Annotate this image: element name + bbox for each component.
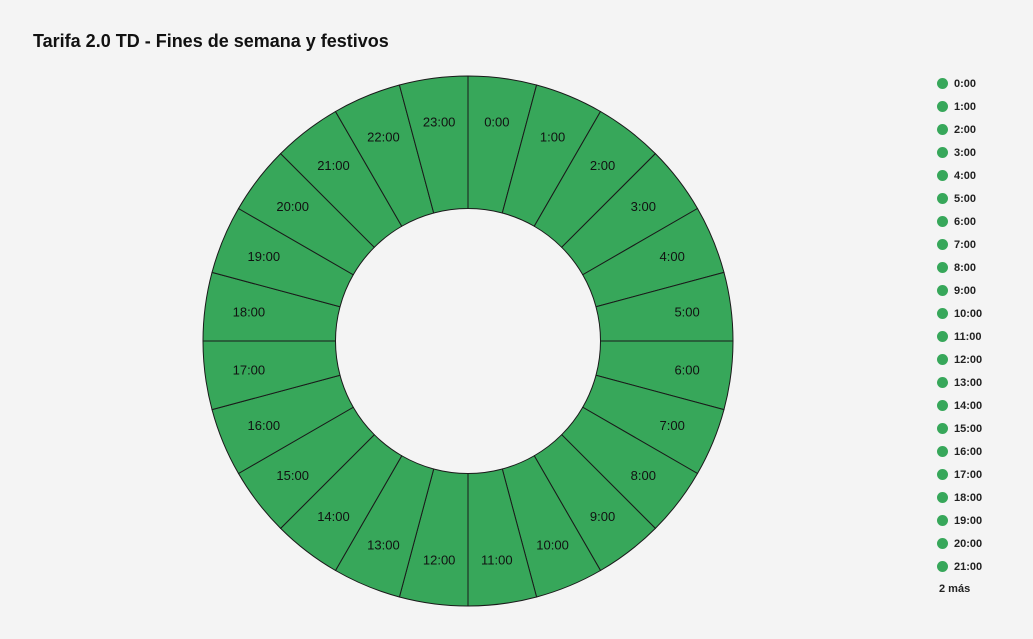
- legend-label: 20:00: [954, 537, 983, 550]
- legend-item-21:00[interactable]: 21:00: [936, 555, 982, 578]
- legend-label: 7:00: [954, 238, 977, 251]
- legend-label: 14:00: [954, 399, 983, 412]
- legend-label: 8:00: [954, 261, 977, 274]
- pie-slice-label: 22:00: [367, 129, 400, 144]
- legend-label: 16:00: [954, 445, 983, 458]
- legend-dot: [937, 101, 948, 112]
- legend-label: 17:00: [954, 468, 983, 481]
- pie-slice-label: 17:00: [233, 362, 266, 377]
- legend-item-6:00[interactable]: 6:00: [936, 210, 982, 233]
- pie-slice-label: 12:00: [423, 553, 456, 568]
- legend-item-10:00[interactable]: 10:00: [936, 302, 982, 325]
- legend-dot: [937, 193, 948, 204]
- legend-dot: [937, 331, 948, 342]
- pie-slice-label: 5:00: [674, 305, 699, 320]
- legend-item-12:00[interactable]: 12:00: [936, 348, 982, 371]
- legend-dot: [937, 515, 948, 526]
- legend-label: 1:00: [954, 100, 977, 113]
- pie-slice-23:00[interactable]: [398, 75, 469, 214]
- legend-label: 4:00: [954, 169, 977, 182]
- legend-dot: [937, 492, 948, 503]
- legend-dot: [937, 216, 948, 227]
- legend-dot: [937, 354, 948, 365]
- legend-item-17:00[interactable]: 17:00: [936, 463, 982, 486]
- pie-slice-label: 4:00: [660, 249, 685, 264]
- legend-item-0:00[interactable]: 0:00: [936, 72, 982, 95]
- legend-label: 10:00: [954, 307, 983, 320]
- legend-item-2:00[interactable]: 2:00: [936, 118, 982, 141]
- legend-item-16:00[interactable]: 16:00: [936, 440, 982, 463]
- legend-item-5:00[interactable]: 5:00: [936, 187, 982, 210]
- legend-label: 9:00: [954, 284, 977, 297]
- legend-label: 18:00: [954, 491, 983, 504]
- legend-item-15:00[interactable]: 15:00: [936, 417, 982, 440]
- legend-dot: [937, 538, 948, 549]
- pie-slice-label: 13:00: [367, 538, 400, 553]
- legend-label: 19:00: [954, 514, 983, 527]
- legend-label: 11:00: [954, 330, 982, 343]
- pie-slice-label: 19:00: [248, 249, 281, 264]
- legend-dot: [937, 78, 948, 89]
- pie-slice-label: 14:00: [317, 509, 350, 524]
- legend-item-19:00[interactable]: 19:00: [936, 509, 982, 532]
- pie-slice-label: 2:00: [590, 158, 615, 173]
- legend-item-20:00[interactable]: 20:00: [936, 532, 982, 555]
- pie-slice-label: 8:00: [631, 468, 656, 483]
- pie-slice-label: 21:00: [317, 158, 350, 173]
- legend-dot: [937, 124, 948, 135]
- legend-item-11:00[interactable]: 11:00: [936, 325, 982, 348]
- pie-slice-label: 11:00: [481, 553, 513, 568]
- legend-item-7:00[interactable]: 7:00: [936, 233, 982, 256]
- chart-legend: 0:00 1:00 2:00 3:00 4:00 5:00 6:00 7:00 8:00 9:00…: [936, 72, 982, 595]
- legend-label: 12:00: [954, 353, 983, 366]
- legend-more-label[interactable]: 2 más: [939, 583, 971, 595]
- legend-label: 21:00: [954, 560, 983, 573]
- pie-slice-label: 18:00: [233, 305, 266, 320]
- pie-slice-label: 6:00: [674, 362, 699, 377]
- legend-dot: [937, 377, 948, 388]
- legend-dot: [937, 423, 948, 434]
- pie-slice-label: 20:00: [276, 199, 309, 214]
- legend-dot: [937, 262, 948, 273]
- pie-slice-label: 0:00: [484, 114, 509, 129]
- pie-slice-label: 16:00: [248, 418, 281, 433]
- legend-dot: [937, 469, 948, 480]
- pie-slice-label: 15:00: [276, 468, 309, 483]
- legend-dot: [937, 239, 948, 250]
- legend-item-9:00[interactable]: 9:00: [936, 279, 982, 302]
- donut-chart: 0:00 1:00 2:00 3:00 4:00 5:00 6:00 7:00 8:00 9:00…: [202, 75, 734, 607]
- pie-slice-label: 1:00: [540, 129, 565, 144]
- legend-item-13:00[interactable]: 13:00: [936, 371, 982, 394]
- legend-item-8:00[interactable]: 8:00: [936, 256, 982, 279]
- legend-label: 0:00: [954, 77, 977, 90]
- legend-label: 3:00: [954, 146, 977, 159]
- legend-item-1:00[interactable]: 1:00: [936, 95, 982, 118]
- pie-slice-label: 3:00: [631, 199, 656, 214]
- chart-title: Tarifa 2.0 TD - Fines de semana y festiv…: [33, 31, 389, 51]
- legend-label: 5:00: [954, 192, 977, 205]
- legend-dot: [937, 561, 948, 572]
- legend-dot: [937, 308, 948, 319]
- legend-item-3:00[interactable]: 3:00: [936, 141, 982, 164]
- legend-dot: [937, 147, 948, 158]
- legend-item-14:00[interactable]: 14:00: [936, 394, 982, 417]
- legend-item-18:00[interactable]: 18:00: [936, 486, 982, 509]
- legend-label: 6:00: [954, 215, 977, 228]
- legend-item-4:00[interactable]: 4:00: [936, 164, 982, 187]
- pie-slice-label: 23:00: [423, 114, 456, 129]
- legend-dot: [937, 446, 948, 457]
- legend-dot: [937, 170, 948, 181]
- legend-label: 15:00: [954, 422, 983, 435]
- pie-slice-label: 10:00: [536, 538, 569, 553]
- pie-slice-label: 7:00: [660, 418, 685, 433]
- legend-dot: [937, 400, 948, 411]
- legend-dot: [937, 285, 948, 296]
- legend-label: 13:00: [954, 376, 983, 389]
- pie-slice-label: 9:00: [590, 509, 615, 524]
- legend-label: 2:00: [954, 123, 977, 136]
